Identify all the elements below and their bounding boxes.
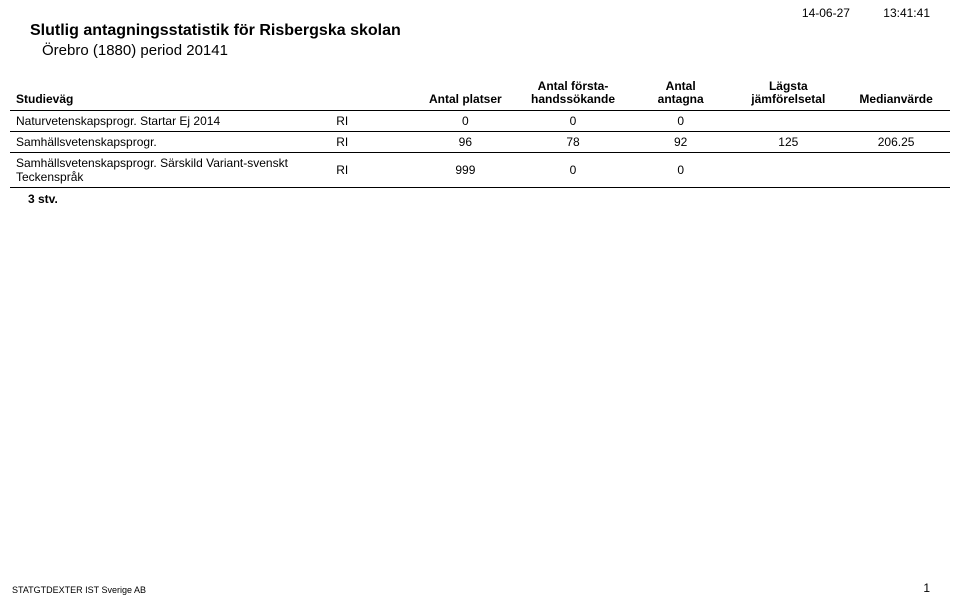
header-studievag: Studieväg	[10, 78, 330, 111]
table-row: Naturvetenskapsprogr. Startar Ej 2014 RI…	[10, 111, 950, 132]
table-container: Studieväg Antal platser Antal första- ha…	[10, 78, 950, 206]
header-antal-forsta-l2: handssökande	[531, 92, 615, 106]
page-title: Slutlig antagningsstatistik för Risbergs…	[30, 22, 401, 40]
cell-lagsta	[734, 111, 842, 132]
footer-page-number: 1	[923, 581, 930, 595]
cell-lagsta: 125	[734, 132, 842, 153]
cell-platser: 999	[412, 153, 519, 188]
table-header-row: Studieväg Antal platser Antal första- ha…	[10, 78, 950, 111]
table-row: Samhällsvetenskapsprogr. Särskild Varian…	[10, 153, 950, 188]
header-antal-antagna-l1: Antal	[666, 79, 696, 93]
header-lagsta: Lägsta jämförelsetal	[734, 78, 842, 111]
cell-code: RI	[330, 153, 411, 188]
cell-median	[842, 111, 950, 132]
title-prefix: Slutlig antagningsstatistik för	[30, 22, 255, 39]
cell-antagna: 0	[627, 111, 734, 132]
header-antal-platser: Antal platser	[412, 78, 519, 111]
cell-forsta: 0	[519, 153, 627, 188]
table-row: Samhällsvetenskapsprogr. RI 96 78 92 125…	[10, 132, 950, 153]
cell-forsta: 0	[519, 111, 627, 132]
header-antal-antagna: Antal antagna	[627, 78, 734, 111]
cell-antagna: 92	[627, 132, 734, 153]
header-code	[330, 78, 411, 111]
timestamp-time: 13:41:41	[883, 6, 930, 20]
header-antal-antagna-l2: antagna	[658, 92, 704, 106]
title-block: Slutlig antagningsstatistik för Risbergs…	[30, 22, 401, 59]
table-summary: 3 stv.	[28, 192, 950, 206]
page-subtitle: Örebro (1880) period 20141	[42, 42, 401, 59]
header-lagsta-l2: jämförelsetal	[751, 92, 825, 106]
header-median: Medianvärde	[842, 78, 950, 111]
timestamp: 14-06-27 13:41:41	[802, 6, 930, 20]
cell-median: 206.25	[842, 132, 950, 153]
cell-code: RI	[330, 111, 411, 132]
cell-lagsta	[734, 153, 842, 188]
title-school: Risbergska skolan	[259, 22, 400, 39]
cell-code: RI	[330, 132, 411, 153]
timestamp-date: 14-06-27	[802, 6, 850, 20]
cell-platser: 0	[412, 111, 519, 132]
header-antal-forsta-l1: Antal första-	[538, 79, 609, 93]
footer-left: STATGTDEXTER IST Sverige AB	[12, 585, 146, 595]
stats-table: Studieväg Antal platser Antal första- ha…	[10, 78, 950, 188]
cell-name: Naturvetenskapsprogr. Startar Ej 2014	[10, 111, 330, 132]
cell-name: Samhällsvetenskapsprogr. Särskild Varian…	[10, 153, 330, 188]
header-lagsta-l1: Lägsta	[769, 79, 808, 93]
page: 14-06-27 13:41:41 Slutlig antagningsstat…	[0, 0, 960, 605]
cell-antagna: 0	[627, 153, 734, 188]
cell-name: Samhällsvetenskapsprogr.	[10, 132, 330, 153]
cell-forsta: 78	[519, 132, 627, 153]
header-antal-forsta: Antal första- handssökande	[519, 78, 627, 111]
cell-platser: 96	[412, 132, 519, 153]
cell-median	[842, 153, 950, 188]
